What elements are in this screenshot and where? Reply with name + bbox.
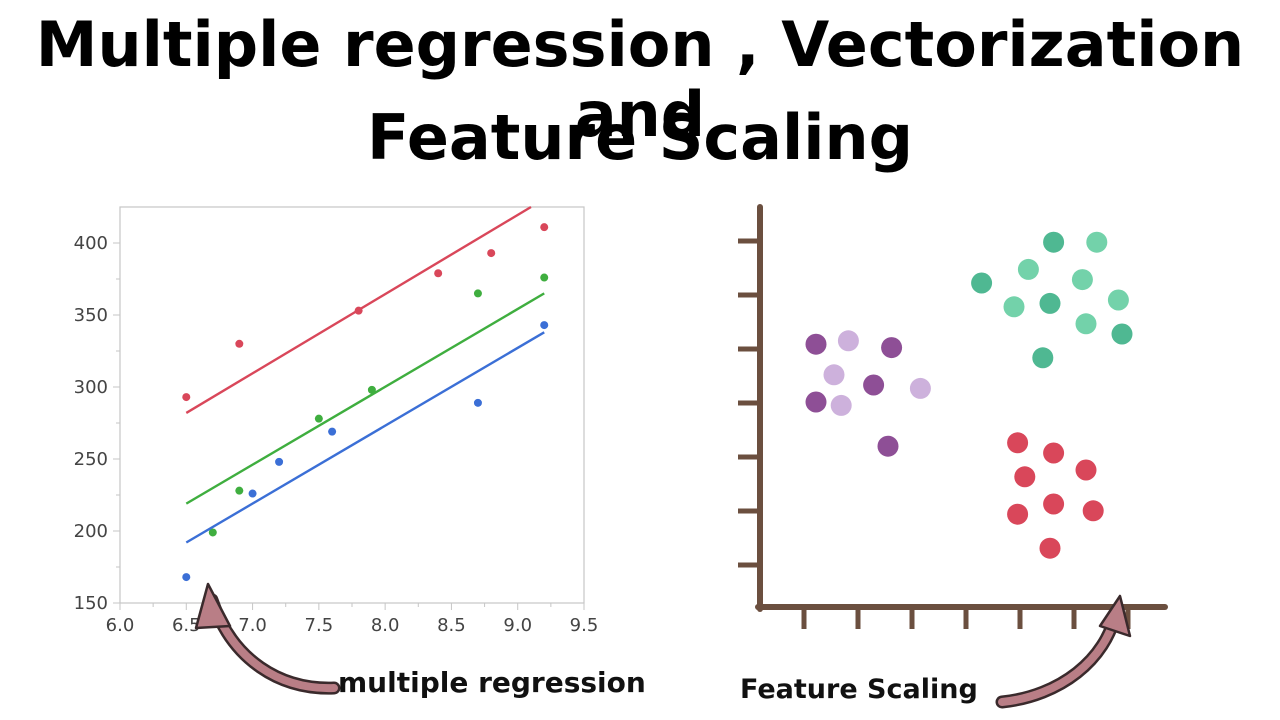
data-point-series-1 (540, 223, 549, 232)
fit-line-series-3 (185, 331, 545, 544)
cluster-point-purple (805, 333, 827, 355)
cluster-point-red (1007, 432, 1029, 454)
cluster-point-purple (909, 377, 931, 399)
cluster-point-teal (1075, 313, 1097, 335)
y-tick-label: 400 (74, 233, 108, 254)
data-point-series-3 (248, 489, 257, 498)
cluster-point-purple (881, 337, 903, 359)
data-point-series-1 (434, 269, 443, 278)
regression-chart: 6.0 6.5 7.0 7.5 8.0 8.5 9.0 9.5 150 200 250 300 350 4… (74, 205, 599, 636)
x-tick-label: 8.0 (371, 615, 400, 636)
cluster-point-red (1039, 537, 1061, 559)
cluster-point-purple (837, 330, 859, 352)
fit-line-series-2 (185, 292, 545, 505)
data-point-series-2 (540, 273, 549, 282)
arrow-left-head (194, 582, 232, 630)
cluster-point-red (1007, 503, 1029, 525)
y-tick-label: 150 (74, 593, 108, 614)
cluster-point-teal (1071, 269, 1093, 291)
y-tick-label: 350 (74, 305, 108, 326)
cluster-point-red (1082, 500, 1104, 522)
data-point-series-1 (487, 249, 496, 258)
data-point-series-3 (328, 427, 337, 436)
data-point-series-2 (208, 528, 217, 537)
cluster-point-purple (863, 374, 885, 396)
cluster-point-red (1075, 459, 1097, 481)
cluster-point-teal (1032, 347, 1054, 369)
x-tick-label: 6.5 (172, 615, 201, 636)
y-tick-label: 300 (74, 377, 108, 398)
data-point-series-3 (540, 321, 549, 330)
cluster-point-teal (1111, 323, 1133, 345)
cluster-point-teal (1043, 231, 1065, 253)
x-tick-label: 6.0 (106, 615, 135, 636)
data-point-series-1 (354, 306, 363, 315)
x-tick-label: 9.0 (503, 615, 532, 636)
x-tick-label: 7.5 (305, 615, 334, 636)
cluster-point-teal (1086, 231, 1108, 253)
data-point-series-3 (275, 457, 284, 466)
cluster-point-red (1014, 466, 1036, 488)
data-point-series-3 (182, 573, 191, 582)
cluster-point-teal (1039, 292, 1061, 314)
data-point-series-3 (473, 398, 482, 407)
data-point-series-2 (235, 486, 244, 495)
cluster-point-purple (805, 391, 827, 413)
data-point-series-2 (367, 385, 376, 394)
x-tick-label: 7.0 (238, 615, 267, 636)
y-tick-label: 200 (74, 521, 108, 542)
cluster-point-teal (1107, 289, 1129, 311)
page-title-line-2: Feature Scaling (367, 101, 913, 174)
data-point-series-2 (473, 289, 482, 298)
data-point-series-2 (314, 414, 323, 423)
data-point-series-1 (182, 393, 191, 402)
cluster-point-teal (1003, 296, 1025, 318)
arrow-right-head (1098, 594, 1132, 638)
caption-feature-scaling: Feature Scaling (740, 674, 978, 705)
cluster-point-purple (830, 394, 852, 416)
cluster-point-purple (877, 435, 899, 457)
y-tick-label: 250 (74, 449, 108, 470)
cluster-point-red (1043, 442, 1065, 464)
page-title-line-1: Multiple regression , Vectorization and (35, 8, 1245, 151)
cluster-point-purple (823, 364, 845, 386)
caption-multiple-regression: multiple regression (338, 666, 646, 699)
x-tick-label: 8.5 (437, 615, 466, 636)
cluster-point-teal (971, 272, 993, 294)
cluster-point-red (1043, 493, 1065, 515)
cluster-point-teal (1017, 258, 1039, 280)
x-tick-label: 9.5 (570, 615, 599, 636)
data-point-series-1 (235, 339, 244, 348)
